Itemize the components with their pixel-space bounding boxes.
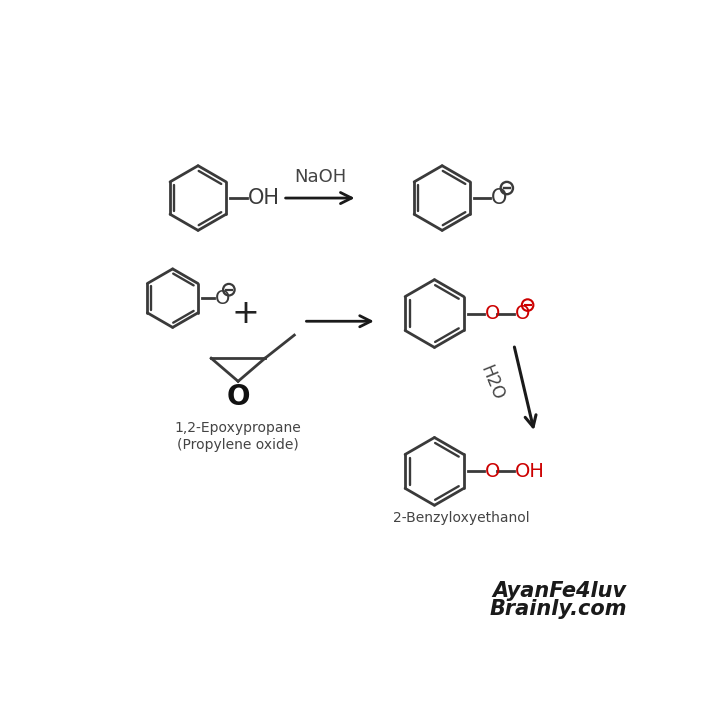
Text: AyanFe4luv: AyanFe4luv [492,581,627,600]
Text: Brainly.com: Brainly.com [490,599,627,619]
Text: O: O [490,188,507,208]
Text: 1,2-Epoxypropane
(Propylene oxide): 1,2-Epoxypropane (Propylene oxide) [175,421,302,451]
Text: NaOH: NaOH [294,168,346,186]
Text: 2-Benzyloxyethanol: 2-Benzyloxyethanol [393,511,530,526]
Text: O: O [485,304,500,323]
Text: O: O [485,462,500,481]
Text: +: + [232,297,260,330]
Text: H2O: H2O [477,362,507,402]
Text: O: O [215,289,230,307]
Text: O: O [226,383,250,410]
Text: OH: OH [516,462,545,481]
Text: O: O [516,304,531,323]
Text: OH: OH [248,188,280,208]
